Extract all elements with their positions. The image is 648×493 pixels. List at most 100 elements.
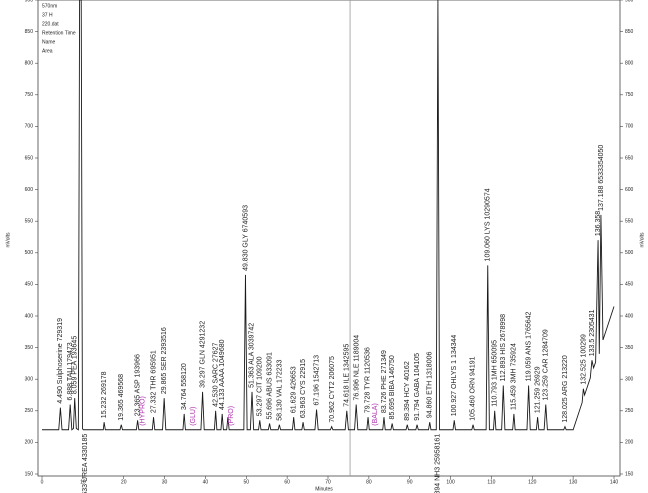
x-tick-label: 100	[446, 479, 455, 485]
x-tick-label: 60	[284, 479, 290, 485]
peak-label: 112.893 HIS 2678998	[500, 314, 507, 382]
peak-label: 98.394 NH3 25958161	[435, 434, 442, 493]
peak-label: 4.490 Sulphoserine 729319	[57, 318, 64, 404]
y-tick-label: 300	[25, 377, 34, 383]
y-tick-label: 500	[25, 250, 34, 256]
legend-text: Area	[42, 48, 53, 54]
peak-label: 55.696 ABUS 633091	[266, 352, 273, 419]
peak-label: 19.365 469568	[118, 374, 125, 421]
y2-tick-label: 700	[625, 124, 634, 130]
legend-text: Name	[42, 39, 56, 45]
peak-label: 128.025 ARG 213220	[562, 355, 569, 422]
peak-label: 49.830 GLY 6740593	[242, 205, 249, 271]
y2-tick-label: 200	[625, 440, 634, 446]
x-tick-label: 30	[162, 479, 168, 485]
peak-label: 132.525 100299	[580, 334, 587, 385]
peak-label: 79.728 TYR 1120536	[365, 347, 372, 413]
y-tick-label: 900	[25, 0, 34, 3]
peak-label: 74.618 ILE 1342595	[344, 344, 351, 407]
peak-label: 58.130 VAL 172233	[276, 359, 283, 420]
peak-label: 61.629 426653	[291, 366, 298, 413]
peak-label: 89.394 HCY 40162	[404, 361, 411, 421]
y2-tick-label: 750	[625, 92, 634, 98]
peak-label: 115.459 3MH 735924	[511, 343, 518, 410]
peak-label: 39.297 GLN 4291232	[199, 321, 206, 388]
legend-text: Retention Time	[42, 30, 76, 36]
y-tick-label: 350	[25, 345, 34, 351]
plot-area	[42, 0, 615, 476]
legend-text: 570nm	[42, 3, 57, 9]
x-tick-label: 40	[203, 479, 209, 485]
peak-label: (BALA)	[372, 403, 379, 426]
y2-tick-label: 150	[625, 471, 634, 477]
x-tick-label: 20	[121, 479, 127, 485]
y2-tick-label: 600	[625, 187, 634, 193]
x-axis-label: Minutes	[315, 486, 333, 492]
peak-label: (PRO)	[228, 406, 235, 426]
x-tick-label: 140	[610, 479, 619, 485]
plot-frame	[37, 0, 621, 477]
y-tick-label: 400	[25, 313, 34, 319]
x-tick-label: 50	[244, 479, 250, 485]
y-tick-label: 550	[25, 219, 34, 225]
y2-tick-label: 350	[625, 345, 634, 351]
peak-label: 133.5 2305431	[589, 309, 596, 356]
x-tick-label: 110	[487, 479, 495, 485]
y2-tick-label: 300	[625, 377, 634, 383]
peak-label: 91.794 GABA 104105	[414, 353, 421, 421]
peak-label: 85.695 BIBA 146750	[389, 355, 396, 419]
peak-label: 83.726 PHE 271349	[381, 350, 388, 413]
peak-label: 67.196 1542713	[313, 355, 320, 406]
peak-label: 6.888 TAU 179473	[67, 342, 74, 400]
peak-label: 44.133 AAAA 1049680	[219, 339, 226, 410]
peak-label: 137.188 6533354050	[598, 145, 605, 211]
chromatogram-trace	[42, 0, 615, 431]
y2-tick-label: 850	[625, 29, 634, 35]
peak-label: 10.533 UREA 4330185	[82, 434, 89, 493]
y2-axis-label: mVolts	[639, 232, 645, 248]
y-tick-label: 250	[25, 408, 34, 414]
y-tick-label: 750	[25, 92, 34, 98]
peak-label: 42.530 SARC 27627	[213, 342, 220, 406]
peak-label: 105.460 ORN 94191	[470, 356, 477, 420]
peak-label: 15.232 269178	[101, 371, 108, 418]
peak-label: 53.297 CIT 109200	[257, 356, 264, 416]
y2-tick-label: 250	[625, 408, 634, 414]
peak-label: 100.927 OHLYS 1 134344	[451, 335, 458, 417]
y2-tick-label: 800	[625, 61, 634, 67]
y2-tick-label: 650	[625, 155, 634, 161]
peak-label: 8.059 PEA 193645	[72, 336, 79, 394]
peak-label: 121.259 26929	[534, 366, 541, 413]
y-tick-label: 850	[25, 29, 34, 35]
y2-tick-label: 900	[625, 0, 634, 3]
x-tick-label: 70	[325, 479, 331, 485]
y-tick-label: 450	[25, 282, 34, 288]
peak-label: 76.996 NLE 1189004	[353, 335, 360, 401]
x-tick-label: 0	[41, 479, 44, 485]
x-tick-label: 130	[569, 479, 578, 485]
y-tick-label: 800	[25, 61, 34, 67]
legend-text: 220.dat	[42, 21, 59, 27]
peak-label: (HYPRO)	[139, 396, 146, 426]
y2-tick-label: 400	[625, 313, 634, 319]
peak-label: (GLU)	[190, 407, 197, 426]
y-tick-label: 200	[25, 440, 34, 446]
x-tick-label: 80	[366, 479, 372, 485]
y-axis-label: mVolts	[5, 232, 11, 248]
y-tick-label: 600	[25, 187, 34, 193]
peak-label: 51.363 ALA 3039742	[249, 323, 256, 388]
y-tick-label: 650	[25, 155, 34, 161]
peak-label: 27.332 THR 695951	[151, 350, 158, 413]
legend-text: 37 H	[42, 12, 53, 18]
y-tick-label: 700	[25, 124, 34, 130]
peak-label: 123.259 CAR 1284709	[542, 329, 549, 400]
peak-label: 110.793 1MH 650095	[492, 340, 499, 407]
peak-label: 94.860 ETH 1318006	[426, 352, 433, 419]
y2-tick-label: 550	[625, 219, 634, 225]
peak-label: 109.060 LYS 10290574	[484, 188, 491, 261]
peak-label: 29.865 SER 2393516	[161, 327, 168, 394]
y2-tick-label: 500	[625, 250, 634, 256]
peak-label: 119.059 ANS 1765642	[525, 311, 532, 381]
x-tick-label: 10	[80, 479, 86, 485]
